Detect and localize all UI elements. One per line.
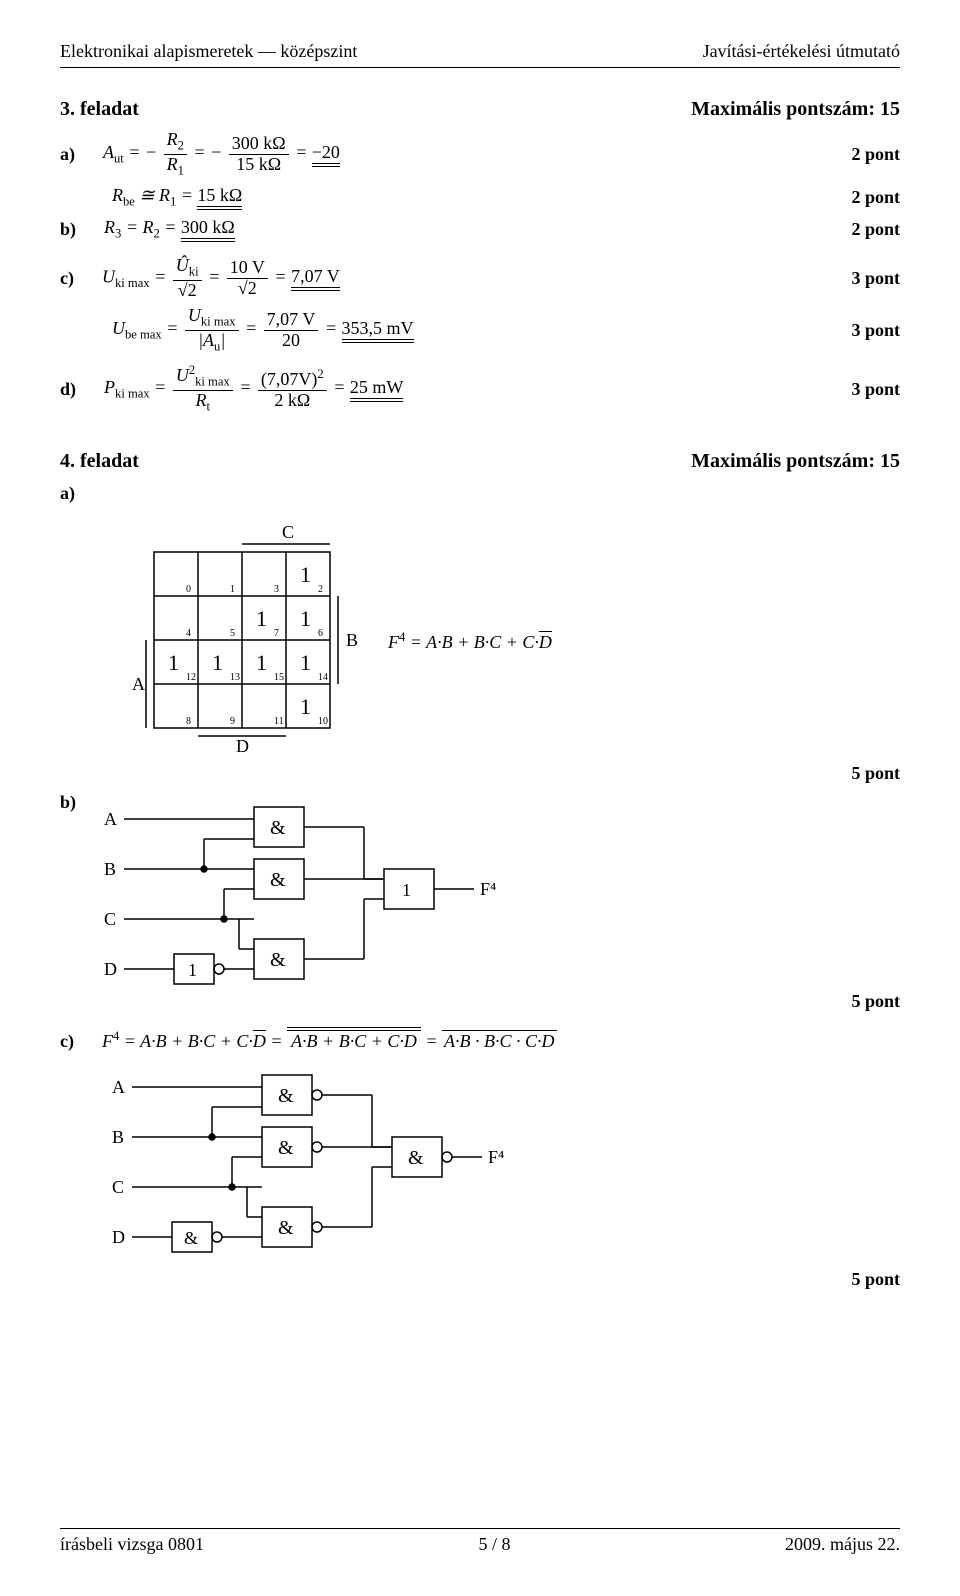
svg-text:1: 1 — [300, 606, 311, 631]
svg-text:F⁴: F⁴ — [480, 879, 496, 899]
header-left: Elektronikai alapismeretek — középszint — [60, 40, 357, 63]
task4-b-label: b) — [60, 791, 76, 1013]
svg-text:C: C — [282, 524, 294, 542]
task3-max: Maximális pontszám: 15 — [691, 96, 900, 122]
svg-text:1: 1 — [256, 606, 267, 631]
task3-title: 3. feladat — [60, 96, 139, 122]
svg-text:15: 15 — [274, 672, 284, 683]
svg-text:A: A — [104, 809, 117, 829]
svg-text:C: C — [112, 1177, 124, 1197]
svg-text:F⁴: F⁴ — [488, 1147, 504, 1167]
svg-text:A: A — [112, 1077, 125, 1097]
task3-a-expr: Aut = − R2R1 = − 300 kΩ15 kΩ = −20 — [103, 130, 340, 178]
task4-a-label: a) — [60, 482, 75, 505]
svg-text:1: 1 — [212, 650, 223, 675]
logic-diagram-b: A B C D 1 — [104, 799, 524, 1005]
task3-d-pts: 3 pont — [831, 378, 900, 401]
svg-text:4: 4 — [186, 628, 191, 639]
task4-title: 4. feladat — [60, 448, 139, 474]
svg-text:B: B — [346, 630, 358, 650]
header-rule — [60, 67, 900, 68]
footer-right: 2009. május 22. — [785, 1533, 900, 1556]
svg-text:&: & — [270, 869, 286, 891]
svg-text:3: 3 — [274, 584, 279, 595]
svg-text:10: 10 — [318, 716, 328, 727]
task3-b-label: b) — [60, 218, 76, 241]
svg-text:&: & — [184, 1228, 198, 1248]
svg-text:&: & — [278, 1085, 294, 1107]
task3-c-label: c) — [60, 267, 74, 290]
task3-a-label: a) — [60, 143, 75, 166]
svg-text:12: 12 — [186, 672, 196, 683]
svg-text:B: B — [104, 859, 116, 879]
footer-left: írásbeli vizsga 0801 — [60, 1533, 204, 1556]
task3-c2-pts: 3 pont — [831, 319, 900, 342]
task3-c2-expr: Ube max = Uki max|Au| = 7,07 V20 = 353,5… — [112, 318, 414, 338]
svg-text:8: 8 — [186, 716, 191, 727]
svg-text:14: 14 — [318, 672, 328, 683]
task3-a2-expr: Rbe ≅ R1 = 15 kΩ — [112, 185, 242, 205]
svg-text:5: 5 — [230, 628, 235, 639]
logic-diagram-c: A B C D & & — [60, 1067, 532, 1283]
svg-text:2: 2 — [318, 584, 323, 595]
task4-a-pts: 5 pont — [831, 762, 900, 785]
task3-b-expr: R3 = R2 = 300 kΩ — [104, 216, 235, 242]
task4-c-expr: F4 = A·B + B·C + C·D = A·B + B·C + C·D =… — [102, 1028, 557, 1053]
svg-text:1: 1 — [188, 960, 197, 980]
svg-text:D: D — [236, 736, 249, 754]
task4-b-pts: 5 pont — [831, 990, 900, 1013]
task3-c-expr: Uki max = Ûki√2 = 10 V√2 = 7,07 V — [102, 256, 340, 300]
svg-text:11: 11 — [274, 716, 284, 727]
task4-c-label: c) — [60, 1030, 74, 1053]
svg-text:1: 1 — [402, 880, 411, 900]
svg-text:1: 1 — [300, 694, 311, 719]
header-right: Javítási-értékelési útmutató — [703, 40, 900, 63]
svg-text:6: 6 — [318, 628, 323, 639]
footer-center: 5 / 8 — [478, 1533, 510, 1556]
svg-text:9: 9 — [230, 716, 235, 727]
task3-d-label: d) — [60, 378, 76, 401]
svg-text:&: & — [278, 1217, 294, 1239]
svg-text:1: 1 — [300, 562, 311, 587]
svg-text:0: 0 — [186, 584, 191, 595]
kmap-diagram: C B A D 013124517161121131151148911110 — [114, 524, 364, 760]
task4-c-pts: 5 pont — [831, 1268, 900, 1291]
svg-text:B: B — [112, 1127, 124, 1147]
svg-text:13: 13 — [230, 672, 240, 683]
svg-text:A: A — [132, 674, 145, 694]
svg-text:7: 7 — [274, 628, 279, 639]
svg-text:1: 1 — [230, 584, 235, 595]
task3-b-pts: 2 pont — [831, 218, 900, 241]
svg-text:1: 1 — [300, 650, 311, 675]
task3-d-expr: Pki max = U2ki maxRt = (7,07V)22 kΩ = 25… — [104, 364, 403, 414]
task3-a-pts: 2 pont — [831, 143, 900, 166]
svg-text:D: D — [112, 1227, 125, 1247]
svg-text:C: C — [104, 909, 116, 929]
svg-text:&: & — [278, 1137, 294, 1159]
task4-max: Maximális pontszám: 15 — [691, 448, 900, 474]
svg-text:&: & — [408, 1147, 424, 1169]
task4-f-expr: F4 = A·B + B·C + C·D — [388, 632, 552, 652]
svg-text:&: & — [270, 949, 286, 971]
task3-c-pts: 3 pont — [831, 267, 900, 290]
svg-text:&: & — [270, 817, 286, 839]
svg-text:1: 1 — [256, 650, 267, 675]
task3-a2-pts: 2 pont — [831, 186, 900, 209]
svg-text:1: 1 — [168, 650, 179, 675]
svg-text:D: D — [104, 959, 117, 979]
